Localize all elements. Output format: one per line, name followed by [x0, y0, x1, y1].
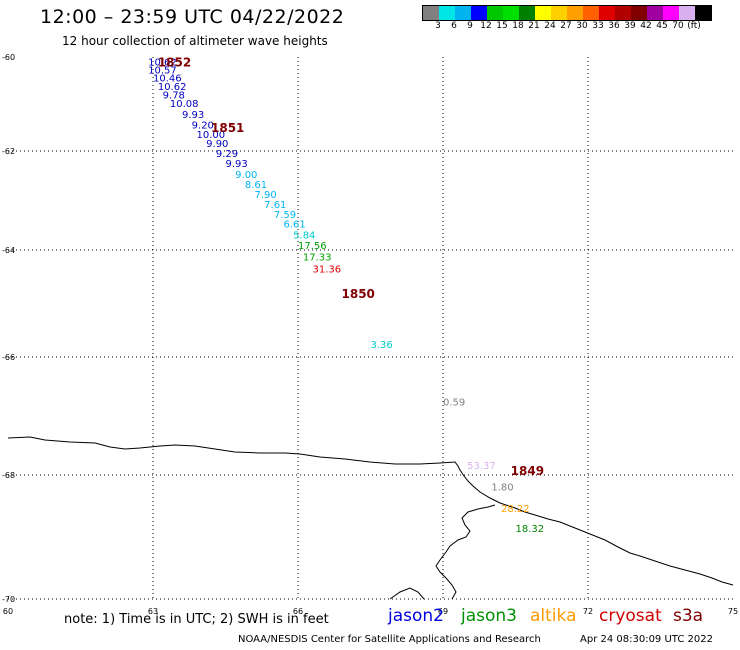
wave-height-value: 9.29 — [216, 149, 238, 160]
lon-tick-label: 60 — [3, 607, 13, 616]
legend-swatch — [487, 6, 503, 20]
wave-height-value: 10.46 — [153, 73, 182, 84]
legend-swatch — [631, 6, 647, 20]
legend-swatch — [615, 6, 631, 20]
legend-tick-label: 9 — [467, 21, 473, 31]
wave-height-value: 31.36 — [313, 264, 342, 275]
orbit-number-label: 1850 — [342, 287, 375, 301]
coastline-island — [389, 587, 425, 600]
wave-height-value: 9.20 — [192, 120, 214, 131]
footer-note: note: 1) Time is in UTC; 2) SWH is in fe… — [64, 612, 329, 627]
wave-height-value: 10.62 — [158, 82, 187, 93]
page-title: 12:00 – 23:59 UTC 04/22/2022 — [40, 6, 345, 28]
legend-swatch — [519, 6, 535, 20]
legend-swatch — [503, 6, 519, 20]
wave-height-value: 9.93 — [182, 110, 204, 121]
wave-height-value: 7.59 — [274, 210, 296, 221]
wave-height-value: 0.59 — [443, 397, 465, 408]
legend-swatch — [471, 6, 487, 20]
coastline-inlet — [435, 504, 496, 600]
lon-tick-label: 66 — [293, 607, 303, 616]
legend-tick-label: 30 — [576, 21, 588, 31]
lat-tick-label: -70 — [2, 595, 15, 604]
legend-sat-cryosat: cryosat — [599, 606, 662, 626]
legend-sat-altika: altika — [530, 606, 577, 626]
legend-tick-label: 18 — [512, 21, 524, 31]
credit-text: NOAA/NESDIS Center for Satellite Applica… — [238, 634, 541, 645]
legend-swatch — [567, 6, 583, 20]
wave-height-value: 10.00 — [197, 130, 226, 141]
wave-height-value: 5.84 — [293, 231, 315, 242]
coastline — [7, 436, 734, 586]
legend-tick-label: 12 — [480, 21, 492, 31]
legend-swatch — [535, 6, 551, 20]
legend-swatch — [663, 6, 679, 20]
orbit-number-label: 1849 — [511, 464, 544, 478]
wave-height-value: 10.62 — [148, 57, 177, 68]
legend-tick-label: 42 — [640, 21, 652, 31]
legend-swatch — [439, 6, 455, 20]
legend-swatch — [695, 6, 711, 20]
wave-height-value: 8.61 — [245, 180, 267, 191]
legend-tick-label: 33 — [592, 21, 604, 31]
wave-height-value: 3.36 — [371, 340, 393, 351]
wave-height-value: 9.90 — [206, 139, 228, 150]
wave-height-value: 9.00 — [235, 170, 257, 181]
legend-sat-jason2: jason2 — [388, 606, 444, 626]
lon-tick-label: 75 — [728, 607, 738, 616]
wave-height-value: 10.57 — [148, 65, 177, 76]
legend-tick-label: 27 — [560, 21, 572, 31]
wave-height-value: 18.32 — [516, 524, 545, 535]
legend-tick-label: 45 — [656, 21, 668, 31]
legend-tick-label: 6 — [451, 21, 457, 31]
wave-height-value: 17.33 — [303, 253, 332, 264]
legend-swatch — [679, 6, 695, 20]
wave-height-value: 7.90 — [255, 190, 277, 201]
legend-swatch — [551, 6, 567, 20]
orbit-number-label: 1851 — [211, 121, 244, 135]
orbit-number-label: 1852 — [158, 55, 191, 69]
lat-tick-label: -66 — [2, 353, 15, 362]
color-legend-bar — [422, 5, 712, 21]
lat-tick-label: -68 — [2, 471, 15, 480]
wave-height-value: 17.56 — [298, 241, 327, 252]
legend-swatch — [647, 6, 663, 20]
wave-height-value: 10.08 — [170, 99, 199, 110]
page-subtitle: 12 hour collection of altimeter wave hei… — [62, 34, 328, 48]
legend-swatch — [423, 6, 439, 20]
legend-tick-label: (ft) — [687, 21, 701, 31]
lon-tick-label: 69 — [438, 607, 448, 616]
legend-swatch — [599, 6, 615, 20]
wave-height-value: 6.61 — [284, 220, 306, 231]
wave-height-value: 9.78 — [163, 90, 185, 101]
legend-tick-label: 36 — [608, 21, 620, 31]
legend-tick-label: 3 — [435, 21, 441, 31]
legend-tick-label: 70 — [672, 21, 684, 31]
wave-height-value: 1.80 — [491, 483, 513, 494]
wave-height-value: 53.37 — [467, 461, 496, 472]
legend-swatch — [583, 6, 599, 20]
lat-tick-label: -64 — [2, 246, 15, 255]
legend-tick-label: 24 — [544, 21, 556, 31]
lat-tick-label: -62 — [2, 147, 15, 156]
legend-swatch — [455, 6, 471, 20]
color-legend-ticks: 3 6 9 12 15 18 21 24 27 30 33 36 39 42 45 70 (ft) — [422, 21, 740, 35]
wave-height-value: 28.22 — [501, 504, 530, 515]
generated-timestamp: Apr 24 08:30:09 UTC 2022 — [580, 634, 713, 645]
legend-sat-s3a: s3a — [673, 606, 704, 626]
lon-tick-label: 72 — [583, 607, 593, 616]
wave-height-value: 7.61 — [264, 200, 286, 211]
wave-height-value: 9.93 — [226, 159, 248, 170]
legend-tick-label: 15 — [496, 21, 508, 31]
legend-sat-jason3: jason3 — [461, 606, 517, 626]
legend-tick-label: 21 — [528, 21, 540, 31]
legend-tick-label: 39 — [624, 21, 636, 31]
lon-tick-label: 63 — [148, 607, 158, 616]
lat-tick-label: -60 — [2, 53, 15, 62]
